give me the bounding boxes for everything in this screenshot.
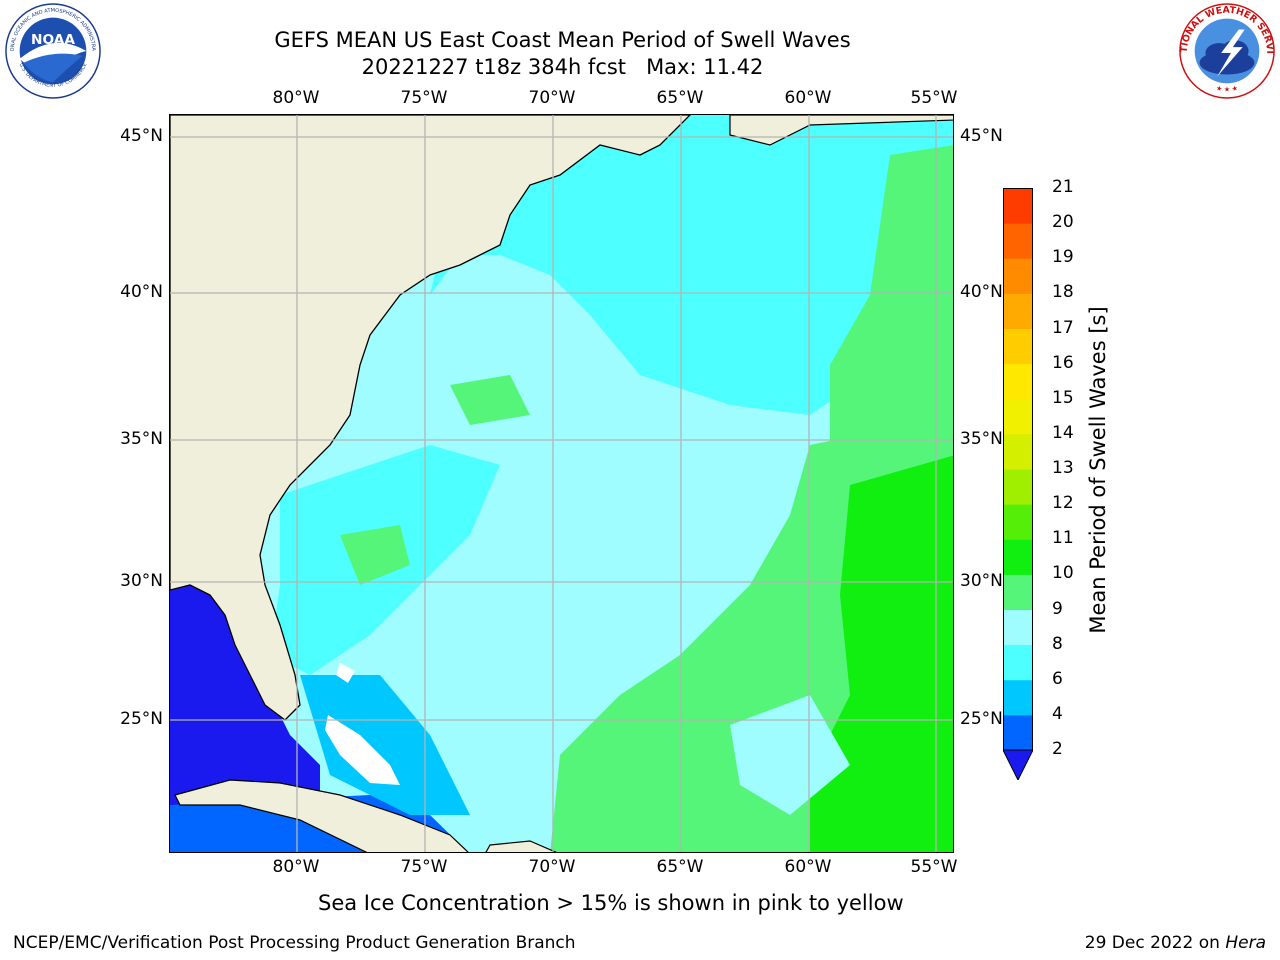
footer-credit: NCEP/EMC/Verification Post Processing Pr… <box>13 933 576 953</box>
land-north-america <box>170 115 691 721</box>
lat-label-left: 35°N <box>120 429 163 449</box>
colorbar-segment <box>1003 469 1033 505</box>
lon-label-top: 60°W <box>784 88 832 108</box>
ocean-period-9-10-patch <box>340 525 410 585</box>
lon-label-bottom: 75°W <box>400 857 448 877</box>
colorbar-tick-label: 6 <box>1052 668 1063 689</box>
colorbar <box>1003 188 1033 780</box>
lat-label-left: 25°N <box>120 709 163 729</box>
noaa-logo-text: NOAA <box>31 32 75 48</box>
lon-label-top: 70°W <box>528 88 576 108</box>
colorbar-segment <box>1003 188 1033 224</box>
nws-logo-ring-bottom: ★ ★ ★ <box>1215 84 1238 93</box>
lat-label-left: 45°N <box>120 126 163 146</box>
lon-label-top: 65°W <box>656 88 704 108</box>
map-panel <box>169 114 954 853</box>
ocean-period-9-10-patch <box>450 375 530 425</box>
colorbar-segment <box>1003 679 1033 716</box>
lon-label-bottom: 65°W <box>656 857 704 877</box>
colorbar-segment <box>1003 504 1033 540</box>
lon-label-top: 55°W <box>910 88 958 108</box>
map-svg <box>170 115 953 852</box>
lat-label-left: 30°N <box>120 571 163 591</box>
colorbar-tick-label: 20 <box>1052 212 1074 233</box>
ocean-period-6-8-north <box>430 115 953 415</box>
graticule <box>170 115 953 852</box>
svg-text:★ ★ ★: ★ ★ ★ <box>1215 84 1238 93</box>
lon-label-bottom: 80°W <box>272 857 320 877</box>
colorbar-tick-label: 11 <box>1052 528 1074 549</box>
colorbar-segment <box>1003 609 1033 646</box>
colorbar-segment <box>1003 398 1033 435</box>
colorbar-tick-label: 18 <box>1052 282 1074 303</box>
ocean-period-10-11 <box>810 455 953 852</box>
colorbar-segment <box>1003 644 1033 681</box>
colorbar-segment <box>1003 433 1033 470</box>
colorbar-tick-label: 19 <box>1052 247 1074 268</box>
lon-label-top: 75°W <box>400 88 448 108</box>
nws-logo: NATIONAL WEATHER SERVICE ★ ★ ★ <box>1178 2 1275 99</box>
colorbar-segment <box>1003 574 1033 610</box>
lon-label-bottom: 60°W <box>784 857 832 877</box>
lat-label-right: 25°N <box>960 709 1003 729</box>
colorbar-tick-label: 9 <box>1052 598 1063 619</box>
colorbar-segment <box>1003 293 1033 329</box>
colorbar-segment <box>1003 328 1033 365</box>
footer-date-text: 29 Dec 2022 on <box>1084 933 1226 953</box>
colorbar-tick-label: 15 <box>1052 387 1074 408</box>
colorbar-segment <box>1003 363 1033 400</box>
land-nova-scotia <box>729 115 953 146</box>
lon-label-bottom: 70°W <box>528 857 576 877</box>
lon-label-bottom: 55°W <box>910 857 958 877</box>
lat-label-left: 40°N <box>120 282 163 302</box>
ocean-period-4-6 <box>300 675 470 815</box>
ocean-period-8-9-patch <box>730 695 850 815</box>
colorbar-tick-label: 10 <box>1052 563 1074 584</box>
colorbar-tick-label: 4 <box>1052 703 1063 724</box>
colorbar-tick-label: 8 <box>1052 633 1063 654</box>
colorbar-segments <box>1003 188 1033 751</box>
lat-label-right: 40°N <box>960 282 1003 302</box>
footer-host: Hera <box>1225 933 1266 953</box>
land-hispaniola <box>485 840 557 852</box>
colorbar-segment <box>1003 714 1033 751</box>
footer-date: 29 Dec 2022 on Hera <box>1085 933 1266 953</box>
colorbar-segment <box>1003 258 1033 294</box>
colorbar-label: Mean Period of Swell Waves [s] <box>1086 306 1110 634</box>
colorbar-tick-label: 17 <box>1052 317 1074 338</box>
colorbar-segment <box>1003 223 1033 259</box>
colorbar-outline <box>1003 188 1033 751</box>
land-cuba <box>174 779 469 852</box>
lon-label-top: 80°W <box>272 88 320 108</box>
colorbar-tick-label: 2 <box>1052 739 1063 759</box>
colorbar-tick-label: 13 <box>1052 458 1074 478</box>
sea-ice-note: Sea Ice Concentration > 15% is shown in … <box>318 891 904 915</box>
chart-title: GEFS MEAN US East Coast Mean Period of S… <box>274 28 851 52</box>
bahamas-bank <box>336 663 355 683</box>
colorbar-tick-label: 12 <box>1052 493 1074 514</box>
colorbar-tick-label: 16 <box>1052 352 1074 373</box>
colorbar-tick-label: 14 <box>1052 422 1074 443</box>
lat-label-right: 35°N <box>960 429 1003 449</box>
noaa-logo: NOAA NATIONAL OCEANIC AND ATMOSPHERIC AD… <box>4 2 101 99</box>
bahamas-bank <box>325 715 400 785</box>
colorbar-segment <box>1003 539 1033 575</box>
lat-label-right: 45°N <box>960 126 1003 146</box>
colorbar-under-arrow <box>1003 749 1033 780</box>
colorbar-tick-label: 21 <box>1052 177 1074 197</box>
lat-label-right: 30°N <box>960 571 1003 591</box>
chart-subtitle: 20221227 t18z 384h fcst Max: 11.42 <box>361 55 764 79</box>
